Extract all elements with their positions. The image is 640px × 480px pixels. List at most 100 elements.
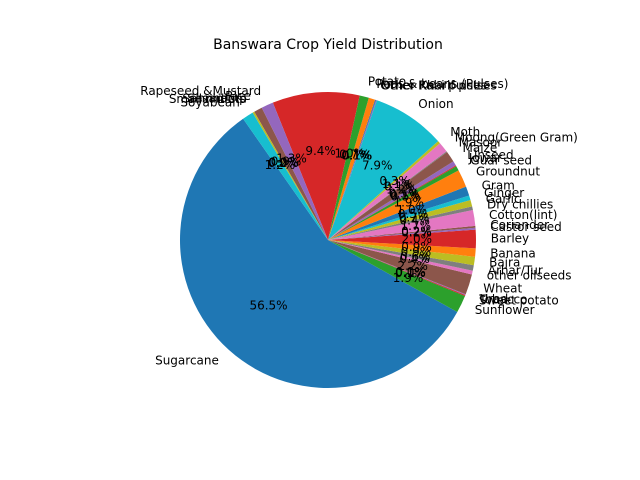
slice-category-label: other oilseeds xyxy=(487,268,572,282)
slice-category-label: Sannhamp xyxy=(182,91,246,105)
slice-category-label: Garlic xyxy=(486,192,521,206)
slice-category-label: Gram xyxy=(482,179,515,193)
pie-slice xyxy=(328,195,471,240)
pie-slice xyxy=(328,186,470,240)
slice-percent-label: 0.1% xyxy=(395,265,426,279)
pie-slice xyxy=(328,206,473,240)
slice-category-label: Groundnut xyxy=(476,165,540,179)
slice-percent-label: 2.0% xyxy=(402,232,433,246)
pie-slice xyxy=(328,227,476,240)
pie-slice xyxy=(328,161,456,240)
slice-category-label: Bajra xyxy=(489,256,520,270)
slice-category-label: Cotton(lint) xyxy=(489,208,557,222)
slice-percent-label: 7.9% xyxy=(362,159,393,173)
slice-category-label: Coriander xyxy=(490,218,549,232)
pie-slice xyxy=(328,240,473,275)
slice-category-label: Banana xyxy=(490,246,536,260)
pie-slice xyxy=(328,141,440,240)
pie-slice xyxy=(328,100,439,240)
slice-category-label: Urad xyxy=(480,292,509,306)
slice-percent-label: 0.7% xyxy=(399,210,430,224)
slice-percent-label: 0.4% xyxy=(399,252,430,266)
slice-category-label: Castor seed xyxy=(490,220,561,234)
slice-percent-label: 1.0% xyxy=(397,203,428,217)
slice-category-label: Small millets xyxy=(169,92,246,106)
slice-percent-label: 0.9% xyxy=(401,240,432,254)
pie-slice xyxy=(328,229,476,249)
slice-percent-label: 0.5% xyxy=(389,187,420,201)
slice-percent-label: 0.4% xyxy=(399,213,430,227)
slice-category-label: Linseed xyxy=(467,148,513,162)
pie-slice xyxy=(328,240,476,257)
slice-category-label: Rice xyxy=(225,89,251,103)
slice-category-label: Moong(Green Gram) xyxy=(455,130,578,144)
pie-slice xyxy=(328,100,377,240)
slice-category-label: Wheat xyxy=(483,281,522,295)
slice-percent-label: 9.4% xyxy=(305,144,336,158)
slice-percent-label: 1.9% xyxy=(393,196,424,210)
slice-percent-label: 0.1% xyxy=(390,188,421,202)
slice-percent-label: 0.3% xyxy=(379,174,410,188)
slice-category-label: Masoor xyxy=(459,135,503,149)
slice-category-label: Onion xyxy=(418,97,453,111)
pie-slice xyxy=(328,240,466,296)
slice-category-label: Other Kharif pulses xyxy=(381,79,496,93)
slice-category-label: Moth xyxy=(450,125,480,139)
pie-slice xyxy=(328,240,472,295)
slice-percent-label: 0.0% xyxy=(268,156,299,170)
pie-slice xyxy=(328,240,466,296)
pie-slice xyxy=(328,99,377,240)
pie-slice xyxy=(328,97,376,241)
pie-slice xyxy=(243,112,328,240)
slice-category-label: Jowar xyxy=(468,151,502,165)
pie-slice xyxy=(328,151,448,240)
slice-category-label: Other Rabi pulses xyxy=(380,78,487,92)
pie-slice xyxy=(328,95,369,240)
pie-slice xyxy=(254,107,328,240)
pie-slice xyxy=(328,143,447,240)
slice-percent-label: 2.2% xyxy=(397,259,428,273)
slice-category-label: Guar seed xyxy=(470,154,532,168)
slice-category-label: Soyabean xyxy=(180,96,239,110)
pie-slice xyxy=(328,240,474,271)
slice-percent-label: 0.5% xyxy=(390,190,421,204)
slice-category-label: Sunflower xyxy=(475,303,535,317)
slice-percent-label: 0.9% xyxy=(401,245,432,259)
pie-slice xyxy=(328,199,473,240)
slice-percent-label: 1.1% xyxy=(382,177,413,191)
slice-percent-label: 0.5% xyxy=(398,207,429,221)
slice-category-label: Rapeseed &Mustard xyxy=(140,84,261,98)
slice-category-label: Maize xyxy=(463,141,498,155)
slice-percent-label: 1.2% xyxy=(386,183,417,197)
slice-category-label: Sugarcane xyxy=(155,353,219,367)
slice-percent-label: 0.1% xyxy=(341,148,372,162)
slice-percent-label: 56.5% xyxy=(249,298,287,312)
slice-percent-label: 0.7% xyxy=(339,148,370,162)
pie-slice xyxy=(328,166,459,240)
pie-slice xyxy=(261,102,328,240)
pie-slice xyxy=(328,210,476,240)
slice-percent-label: 0.1% xyxy=(395,266,426,280)
pie-slice xyxy=(328,240,476,266)
slice-percent-label: 0.1% xyxy=(342,149,373,163)
slice-percent-label: 1.2% xyxy=(265,158,296,172)
pie-percent-labels: 56.5%1.9%0.1%0.1%0.0%2.2%0.4%0.6%0.9%0.9… xyxy=(249,144,432,312)
pie-slice xyxy=(328,240,466,313)
slice-percent-label: 0.2% xyxy=(401,225,432,239)
slice-percent-label: 0.2% xyxy=(401,226,432,240)
slice-category-label: Tobacco xyxy=(478,293,527,307)
pie-slice xyxy=(252,111,328,240)
slice-category-label: Sweet potato xyxy=(479,294,559,308)
slice-percent-label: 0.1% xyxy=(384,180,415,194)
pie-slice xyxy=(328,152,454,240)
pie-slice xyxy=(272,92,360,241)
chart-title: Banswara Crop Yield Distribution xyxy=(213,37,443,53)
pie-slice xyxy=(328,225,476,240)
slice-percent-label: 1.0% xyxy=(335,146,366,160)
slice-percent-label: 1.3% xyxy=(276,152,307,166)
slice-category-label: Potato xyxy=(368,75,406,89)
slice-category-label: Barley xyxy=(491,231,529,245)
slice-percent-label: 0.9% xyxy=(271,154,302,168)
